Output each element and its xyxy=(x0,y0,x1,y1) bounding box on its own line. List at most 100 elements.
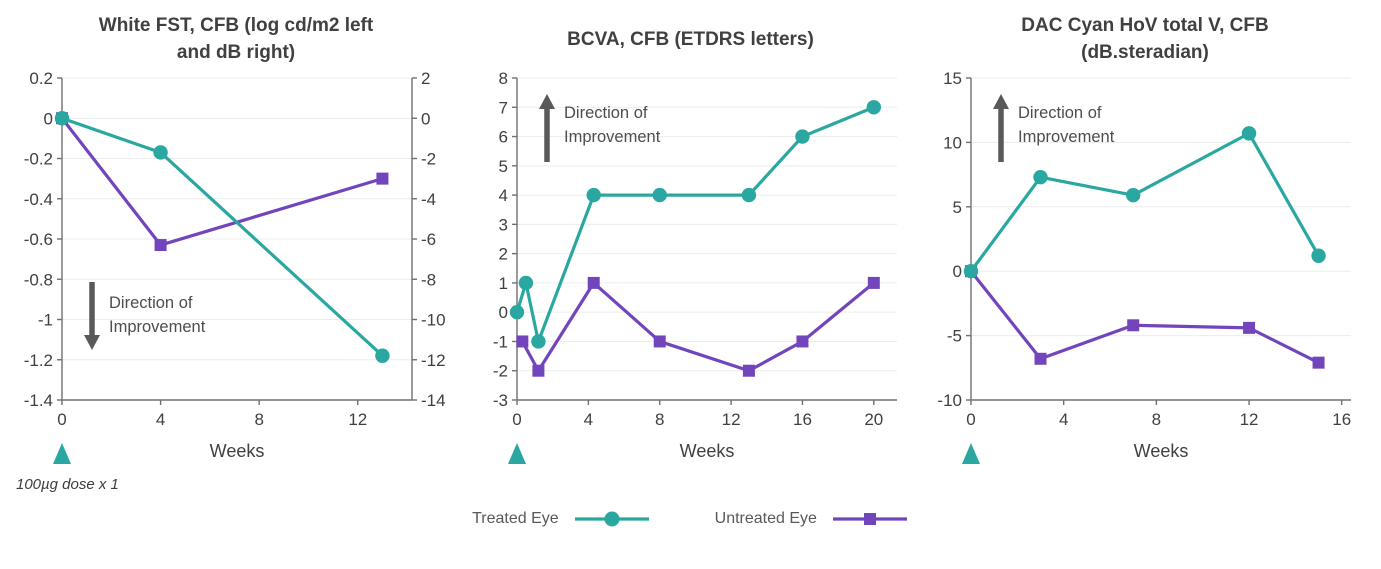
x-tick-label: 20 xyxy=(864,410,883,429)
x-tick-label: 4 xyxy=(1059,410,1068,429)
y-tick-label: 0.2 xyxy=(29,69,53,88)
y-tick-label: 0 xyxy=(953,262,962,281)
treated-eye-point xyxy=(652,187,667,203)
dose-triangle-icon xyxy=(507,443,526,464)
improvement-label: Improvement xyxy=(109,318,206,336)
y-tick-label: 3 xyxy=(498,215,507,234)
untreated-eye-point xyxy=(1312,356,1325,369)
chart-title-line: (dB.steradian) xyxy=(1081,42,1209,63)
y2-tick-label: -4 xyxy=(421,190,436,209)
x-tick-label: 16 xyxy=(792,410,811,429)
y-tick-label: -0.2 xyxy=(24,150,53,169)
y-tick-label: 6 xyxy=(498,128,507,147)
legend-item-treated: Treated Eye xyxy=(472,509,651,529)
treated-eye-point xyxy=(153,145,168,160)
chart-title-line: and dB right) xyxy=(176,42,296,63)
y2-tick-label: -2 xyxy=(421,150,436,169)
y-tick-label: 15 xyxy=(943,69,962,88)
untreated-eye-point xyxy=(867,276,880,289)
untreated-eye-point xyxy=(531,364,544,377)
bcva-chart: 8 7 6 5 4 3 2 1 0 -1 -2 -3 0 4 8 12 16 20 Direction of Impr… xyxy=(492,69,897,464)
x-tick-label: 16 xyxy=(1332,410,1351,429)
y-tick-label: -5 xyxy=(947,327,962,346)
up-arrow-icon xyxy=(993,94,1009,109)
y-tick-label: 5 xyxy=(498,157,507,176)
treated-eye-point xyxy=(1125,188,1141,203)
untreated-eye-point xyxy=(515,335,528,348)
chart-panel-dac: DAC Cyan HoV total V, CFB (dB.steradian)… xyxy=(921,10,1369,468)
y-tick-label: -1 xyxy=(38,311,53,330)
untreated-eye-point xyxy=(1034,352,1047,365)
y-tick-label: 10 xyxy=(943,133,962,152)
x-tick-label: 12 xyxy=(721,410,740,429)
x-tick-label: 12 xyxy=(1240,410,1259,429)
x-tick-label: 8 xyxy=(1152,410,1161,429)
x-tick-label: 0 xyxy=(57,410,66,429)
y-tick-label: -0.6 xyxy=(24,230,53,249)
untreated-eye-line xyxy=(520,281,875,373)
y-tick-label: -0.4 xyxy=(24,190,53,209)
treated-eye-point xyxy=(530,334,546,349)
untreated-eye-line xyxy=(60,117,383,247)
x-tick-label: 0 xyxy=(512,410,521,429)
y2-tick-label: -8 xyxy=(421,270,436,289)
untreated-eye-point xyxy=(154,239,167,252)
legend-square-marker xyxy=(863,513,876,525)
dose-triangle-icon xyxy=(962,443,980,464)
chart-panel-fst: White FST, CFB (log cd/m2 left and dB ri… xyxy=(12,10,460,468)
y-tick-label: 5 xyxy=(953,198,962,217)
untreated-eye-line xyxy=(969,270,1320,365)
x-tick-label: 12 xyxy=(348,410,367,429)
y-tick-label: -3 xyxy=(492,391,507,410)
dose-note: 100µg dose x 1 xyxy=(16,476,119,493)
y-tick-label: 8 xyxy=(498,69,507,88)
untreated-eye-point xyxy=(1243,321,1256,334)
untreated-eye-point xyxy=(587,276,600,289)
legend: Treated Eye Untreated Eye xyxy=(0,509,1381,529)
chart-title-line: White FST, CFB (log cd/m2 left xyxy=(98,15,374,36)
x-tick-label: 8 xyxy=(654,410,663,429)
untreated-eye-point xyxy=(1127,319,1140,332)
y-tick-label: 4 xyxy=(498,186,507,205)
x-axis-label: Weeks xyxy=(679,441,734,461)
improvement-label: Direction of xyxy=(109,294,193,312)
chart-title-line: BCVA, CFB (ETDRS letters) xyxy=(567,28,814,50)
untreated-eye-point xyxy=(653,335,666,348)
treated-eye-point xyxy=(794,129,810,144)
x-tick-label: 4 xyxy=(583,410,592,429)
legend-treated-label: Treated Eye xyxy=(472,510,559,527)
x-tick-label: 4 xyxy=(156,410,165,429)
y-tick-label: -2 xyxy=(492,362,507,381)
y-tick-label: -1 xyxy=(492,332,507,351)
improvement-label: Improvement xyxy=(1018,128,1115,146)
untreated-eye-point xyxy=(795,335,808,348)
fst-chart: 0.2 0 -0.2 -0.4 -0.6 -0.8 -1 -1.2 -1.4 2 0 -2 -4 -6 -8… xyxy=(24,69,446,464)
improvement-label: Direction of xyxy=(564,104,648,122)
improvement-label: Improvement xyxy=(564,128,661,146)
treated-eye-point xyxy=(509,304,524,320)
y-tick-label: 0 xyxy=(498,303,507,322)
y-tick-label: 1 xyxy=(498,274,507,293)
x-tick-label: 8 xyxy=(254,410,263,429)
legend-item-untreated: Untreated Eye xyxy=(715,509,909,529)
x-axis-label: Weeks xyxy=(1134,441,1189,461)
y-tick-label: 7 xyxy=(498,98,507,117)
y2-tick-label: -10 xyxy=(421,311,446,330)
improvement-label: Direction of xyxy=(1018,104,1102,122)
treated-eye-line xyxy=(969,131,1320,273)
up-arrow-icon xyxy=(538,94,555,109)
y2-tick-label: 2 xyxy=(421,69,430,88)
x-axis-label: Weeks xyxy=(210,441,265,461)
untreated-line-marker-icon xyxy=(832,513,907,525)
untreated-eye-point xyxy=(742,364,755,377)
treated-eye-point xyxy=(741,187,756,203)
treated-eye-point xyxy=(1311,248,1326,263)
y2-tick-label: -12 xyxy=(421,351,446,370)
y-tick-label: 2 xyxy=(498,245,507,264)
legend-circle-marker xyxy=(604,511,620,527)
treated-eye-point xyxy=(586,187,601,203)
y2-tick-label: 0 xyxy=(421,109,430,128)
treated-eye-point xyxy=(963,264,979,279)
treated-eye-point xyxy=(1241,126,1257,141)
y-tick-label: -1.4 xyxy=(24,391,53,410)
